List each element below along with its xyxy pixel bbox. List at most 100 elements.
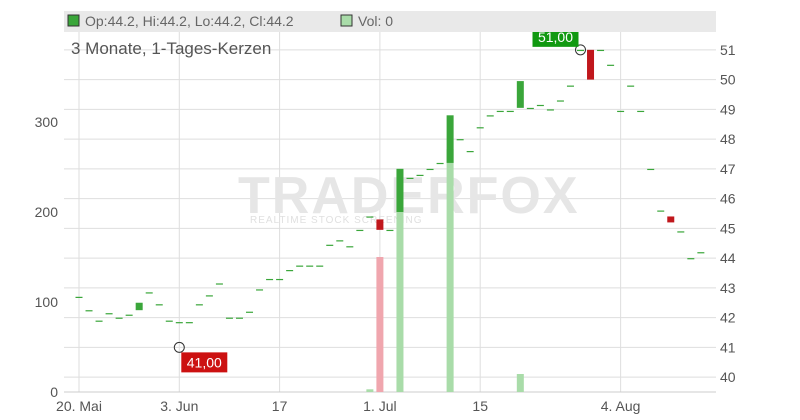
candle-11 <box>185 322 193 324</box>
volume-tick-label-300: 300 <box>35 114 59 130</box>
candle-6 <box>135 302 143 311</box>
candle-14 <box>215 283 223 285</box>
candle-36 <box>436 162 444 165</box>
watermark-brand: TRADERFOX <box>238 167 580 225</box>
candle-38 <box>456 139 464 141</box>
volume-tick-label-100: 100 <box>35 294 59 310</box>
candle-2 <box>95 320 103 322</box>
annotation-label-bg-low <box>181 352 228 373</box>
candle-53 <box>607 64 615 66</box>
price-tick-label-49: 49 <box>720 101 736 117</box>
legend-ohlc-swatch <box>67 14 80 27</box>
legend-bar: Op:44.2, Hi:44.2, Lo:44.2, Cl:44.2 Vol: … <box>64 11 716 32</box>
price-tick-label-47: 47 <box>720 161 736 177</box>
candle-24 <box>316 265 324 267</box>
legend-background <box>64 11 716 32</box>
candle-17 <box>246 311 254 313</box>
volume-bars <box>366 149 524 392</box>
price-tick-label-51: 51 <box>720 42 736 58</box>
candle-18 <box>256 289 264 291</box>
candle-47 <box>546 109 554 111</box>
time-tick-label-0: 20. Mai <box>56 398 102 414</box>
candle-59 <box>667 216 675 223</box>
chart-subtitle: 3 Monate, 1-Tages-Kerzen <box>71 39 271 58</box>
legend-ohlc-text: Op:44.2, Hi:44.2, Lo:44.2, Cl:44.2 <box>85 13 294 29</box>
price-tick-label-48: 48 <box>720 131 736 147</box>
candle-19 <box>266 278 274 281</box>
candle-37 <box>446 115 454 163</box>
candle-12 <box>195 304 203 306</box>
candle-10 <box>175 322 183 324</box>
time-tick-label-30: 1. Jul <box>363 398 396 414</box>
candle-22 <box>296 265 304 267</box>
time-tick-label-40: 15 <box>472 398 488 414</box>
price-tick-label-45: 45 <box>720 220 736 236</box>
candle-27 <box>346 246 354 248</box>
candle-45 <box>526 107 534 110</box>
volume-bar-37 <box>446 149 454 392</box>
volume-bar-29 <box>366 389 374 392</box>
price-tick-label-43: 43 <box>720 280 736 296</box>
volume-axis: 0 100 200 300 <box>35 114 59 400</box>
candles <box>75 49 705 324</box>
candle-42 <box>496 110 504 113</box>
candle-33 <box>406 177 414 179</box>
candle-1 <box>85 310 93 312</box>
candle-56 <box>637 110 645 113</box>
grid-lines <box>64 32 716 393</box>
annotation-label-low: 41,00 <box>187 354 222 370</box>
candle-8 <box>155 304 163 306</box>
candle-44 <box>516 81 524 108</box>
price-tick-label-40: 40 <box>720 369 736 385</box>
candle-49 <box>566 85 574 87</box>
candle-26 <box>336 240 344 242</box>
price-tick-label-42: 42 <box>720 310 736 326</box>
candle-48 <box>556 100 564 102</box>
price-tick-label-44: 44 <box>720 250 736 266</box>
candle-16 <box>235 317 243 319</box>
legend-vol-swatch <box>340 14 353 27</box>
candle-61 <box>687 258 695 260</box>
watermark: TRADERFOX REALTIME STOCK SCREENING <box>238 167 580 226</box>
candle-35 <box>426 168 434 171</box>
time-tick-label-10: 3. Jun <box>160 398 198 414</box>
annotation-label-high: 51,00 <box>538 29 573 45</box>
time-tick-label-54: 4. Aug <box>601 398 641 414</box>
price-tick-label-50: 50 <box>720 72 736 88</box>
candle-15 <box>225 317 233 319</box>
candle-7 <box>145 292 153 294</box>
candle-13 <box>205 295 213 297</box>
candle-41 <box>486 115 494 117</box>
candle-9 <box>165 320 173 322</box>
candle-60 <box>677 231 685 233</box>
candle-39 <box>466 151 474 153</box>
time-tick-label-20: 17 <box>272 398 288 414</box>
volume-bar-32 <box>396 168 404 392</box>
volume-tick-label-0: 0 <box>50 384 58 400</box>
candle-29 <box>366 216 374 218</box>
candle-32 <box>396 168 404 212</box>
candle-57 <box>647 168 655 171</box>
candle-5 <box>125 314 133 316</box>
candle-31 <box>386 229 394 232</box>
candle-50 <box>577 49 584 52</box>
volume-bar-30 <box>376 257 384 392</box>
candle-23 <box>306 265 314 267</box>
volume-bar-44 <box>516 374 524 392</box>
candle-58 <box>657 210 665 212</box>
candle-21 <box>286 270 294 272</box>
price-tick-label-41: 41 <box>720 339 736 355</box>
price-tick-label-46: 46 <box>720 191 736 207</box>
time-axis: 20. Mai 3. Jun 17 1. Jul 15 4. Aug <box>56 398 640 414</box>
watermark-tagline: REALTIME STOCK SCREENING <box>250 215 423 226</box>
candle-34 <box>416 174 424 177</box>
candle-40 <box>476 127 484 129</box>
candle-52 <box>597 49 605 52</box>
volume-tick-label-200: 200 <box>35 204 59 220</box>
candle-4 <box>115 317 123 319</box>
candle-3 <box>105 313 113 315</box>
legend-vol-text: Vol: 0 <box>358 13 393 29</box>
annotation-marker-high <box>575 44 586 56</box>
